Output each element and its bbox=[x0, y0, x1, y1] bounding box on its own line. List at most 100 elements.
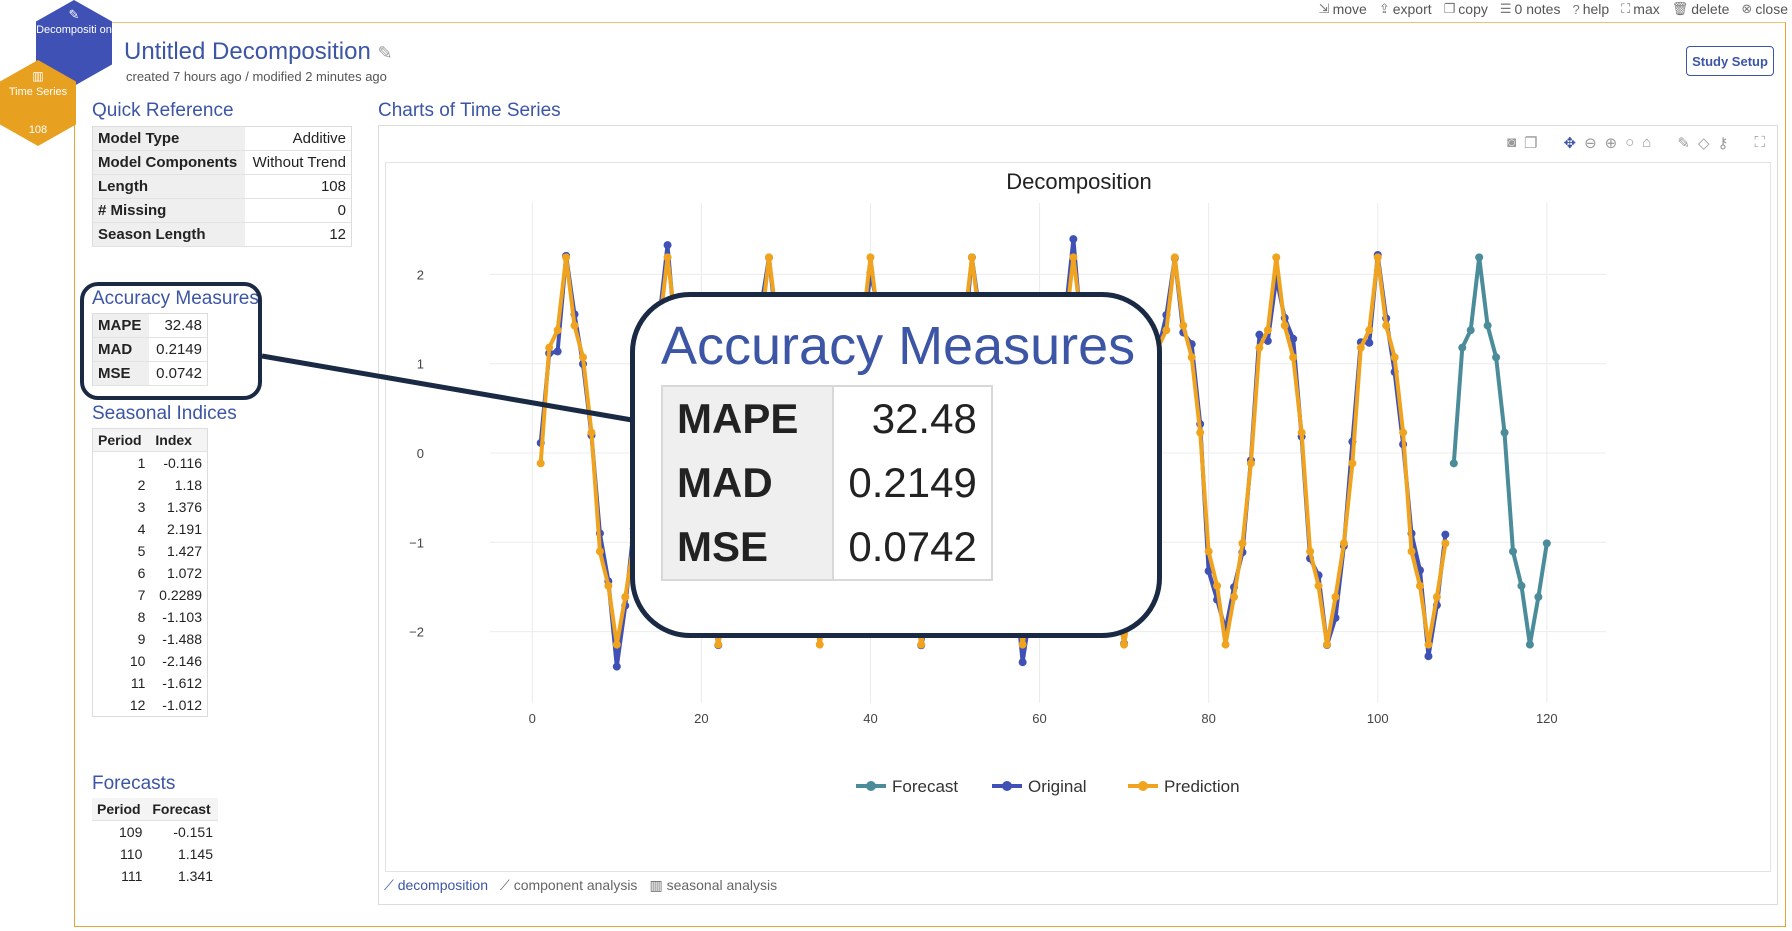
table-cell: 1 bbox=[137, 455, 146, 471]
callout-value: 0.2149 bbox=[848, 459, 977, 506]
legend-label-prediction: Prediction bbox=[1164, 777, 1240, 796]
fullscreen-icon[interactable]: ⛶ bbox=[1754, 134, 1765, 151]
legend-label-forecast: Forecast bbox=[892, 777, 958, 796]
pen-icon[interactable]: ✎ bbox=[1677, 135, 1690, 152]
table-row: 109 -0.151 bbox=[92, 821, 218, 844]
pan-icon[interactable]: ✥ bbox=[1563, 135, 1577, 152]
table-row: 10 -2.146 bbox=[93, 650, 208, 672]
column-header[interactable]: Forecast bbox=[147, 798, 218, 821]
move-action[interactable]: ⇲ move bbox=[1319, 1, 1367, 17]
data-point-original bbox=[1255, 330, 1264, 339]
table-cell: 1.072 bbox=[166, 565, 202, 581]
callout-row: MAPE 32.48 bbox=[662, 386, 992, 451]
chart-tabs: ⟋ decomposition ⟋ component analysis ▥ sea… bbox=[384, 877, 777, 894]
data-point-prediction bbox=[1339, 539, 1348, 548]
data-point-prediction bbox=[1348, 459, 1357, 468]
table-row: Model Components Without Trend bbox=[92, 150, 352, 175]
table-cell: 1.18 bbox=[174, 477, 202, 493]
tab-decomposition[interactable]: ⟋ decomposition bbox=[384, 877, 488, 894]
chart-title: Decomposition bbox=[1006, 169, 1152, 194]
x-tick-label: 0 bbox=[529, 711, 536, 726]
table-row: Season Length 12 bbox=[92, 222, 352, 247]
eraser-icon[interactable]: ◇ bbox=[1697, 135, 1710, 152]
line-chart-icon: ⟋ bbox=[384, 877, 398, 893]
table-row: 9 -1.488 bbox=[93, 628, 208, 650]
zoom-icon[interactable]: ○ bbox=[1625, 134, 1635, 151]
data-point-prediction bbox=[1204, 547, 1213, 556]
copy-icon: ❐ bbox=[1443, 1, 1456, 16]
accuracy-callout: Accuracy Measures MAPE 32.48 MAD 0.2149 MSE 0… bbox=[630, 292, 1162, 638]
data-point-prediction bbox=[1255, 343, 1264, 352]
table-row: 11 -1.612 bbox=[93, 672, 208, 694]
data-point-prediction bbox=[917, 640, 926, 649]
top-actions: ⇲ move ⇪ export ❐ copy ☰ 0 notes ? help ⛶ max 🗑 delet… bbox=[1319, 0, 1788, 18]
column-header[interactable]: Index bbox=[150, 428, 208, 452]
data-point-prediction bbox=[1331, 592, 1340, 601]
callout-table: MAPE 32.48 MAD 0.2149 MSE 0.0742 bbox=[661, 385, 993, 581]
column-header[interactable]: Period bbox=[92, 428, 151, 452]
data-point-forecast bbox=[1458, 343, 1467, 352]
qr-value: 0 bbox=[245, 198, 352, 223]
table-cell: 1.341 bbox=[177, 868, 213, 884]
bar-chart-icon: ▥ bbox=[32, 69, 44, 83]
acc-value: 32.48 bbox=[148, 313, 208, 338]
column-header[interactable]: Period bbox=[92, 798, 148, 821]
table-row: 2 1.18 bbox=[93, 474, 208, 496]
qr-key: Length bbox=[92, 174, 246, 199]
y-tick-label: 2 bbox=[417, 267, 424, 282]
data-point-forecast bbox=[1517, 581, 1526, 590]
tab-seasonal-analysis[interactable]: ▥ seasonal analysis bbox=[649, 877, 777, 894]
data-point-forecast bbox=[1500, 428, 1509, 437]
tab-component-analysis[interactable]: ⟋ component analysis bbox=[500, 877, 637, 894]
table-cell: 110 bbox=[120, 846, 143, 862]
series-line-forecast bbox=[1451, 257, 1549, 645]
data-point-prediction bbox=[1323, 640, 1331, 649]
data-point-prediction bbox=[714, 640, 723, 649]
action-label: 0 notes bbox=[1514, 1, 1561, 17]
study-setup-button[interactable]: Study Setup bbox=[1686, 46, 1774, 76]
home-icon[interactable]: ⌂ bbox=[1642, 134, 1652, 151]
data-point-prediction bbox=[1179, 321, 1188, 330]
table-row: Length 108 bbox=[92, 174, 352, 199]
data-point-forecast bbox=[1466, 326, 1475, 335]
camera-icon[interactable]: ◙ bbox=[1506, 134, 1517, 151]
forecasts-table: Period Forecast 109 -0.151 110 1.145 111 1.341 bbox=[92, 798, 218, 887]
copy-action[interactable]: ❐ copy bbox=[1444, 1, 1488, 17]
data-point-forecast bbox=[1483, 321, 1492, 330]
zoom-out-icon[interactable]: ⊖ bbox=[1584, 135, 1597, 152]
data-point-prediction bbox=[1196, 428, 1205, 437]
delete-action[interactable]: 🗑 delete bbox=[1672, 1, 1730, 17]
data-point-prediction bbox=[612, 640, 621, 649]
y-tick-label: −1 bbox=[409, 535, 424, 550]
callout-key: MSE bbox=[662, 515, 835, 580]
data-point-prediction bbox=[1162, 326, 1171, 335]
data-point-prediction bbox=[1238, 539, 1247, 548]
key-icon[interactable]: ⚷ bbox=[1717, 135, 1729, 152]
export-action[interactable]: ⇪ export bbox=[1379, 1, 1432, 17]
data-point-prediction bbox=[1280, 321, 1289, 330]
qr-value: Without Trend bbox=[245, 150, 352, 175]
data-point-prediction bbox=[562, 253, 571, 262]
study-frame bbox=[74, 22, 1786, 927]
data-point-forecast bbox=[1534, 592, 1543, 601]
table-row: 110 1.145 bbox=[92, 843, 218, 865]
pencil-icon[interactable]: ✎ bbox=[377, 43, 393, 63]
close-action[interactable]: ⊗ close bbox=[1741, 1, 1788, 17]
table-row: 12 -1.012 bbox=[93, 694, 208, 717]
callout-value: 32.48 bbox=[871, 395, 977, 442]
zoom-in-icon[interactable]: ⊕ bbox=[1604, 135, 1618, 152]
table-row: MAPE 32.48 bbox=[92, 313, 208, 338]
accuracy-table: MAPE 32.48 MAD 0.2149 MSE 0.0742 bbox=[92, 313, 208, 386]
copy-chart-icon[interactable]: ❐ bbox=[1524, 135, 1538, 152]
help-action[interactable]: ? help bbox=[1572, 1, 1609, 17]
data-point-prediction bbox=[570, 321, 579, 330]
max-action[interactable]: ⛶ max bbox=[1621, 1, 1660, 17]
data-point-prediction bbox=[1297, 428, 1306, 437]
page-title[interactable]: Untitled Decomposition ✎ bbox=[124, 38, 393, 66]
data-point-forecast bbox=[1449, 459, 1458, 468]
table-cell: 111 bbox=[121, 868, 143, 884]
data-point-prediction bbox=[595, 547, 604, 556]
callout-row: MSE 0.0742 bbox=[662, 515, 992, 580]
data-point-prediction bbox=[663, 253, 672, 262]
0-notes-action[interactable]: ☰ 0 notes bbox=[1500, 1, 1561, 17]
